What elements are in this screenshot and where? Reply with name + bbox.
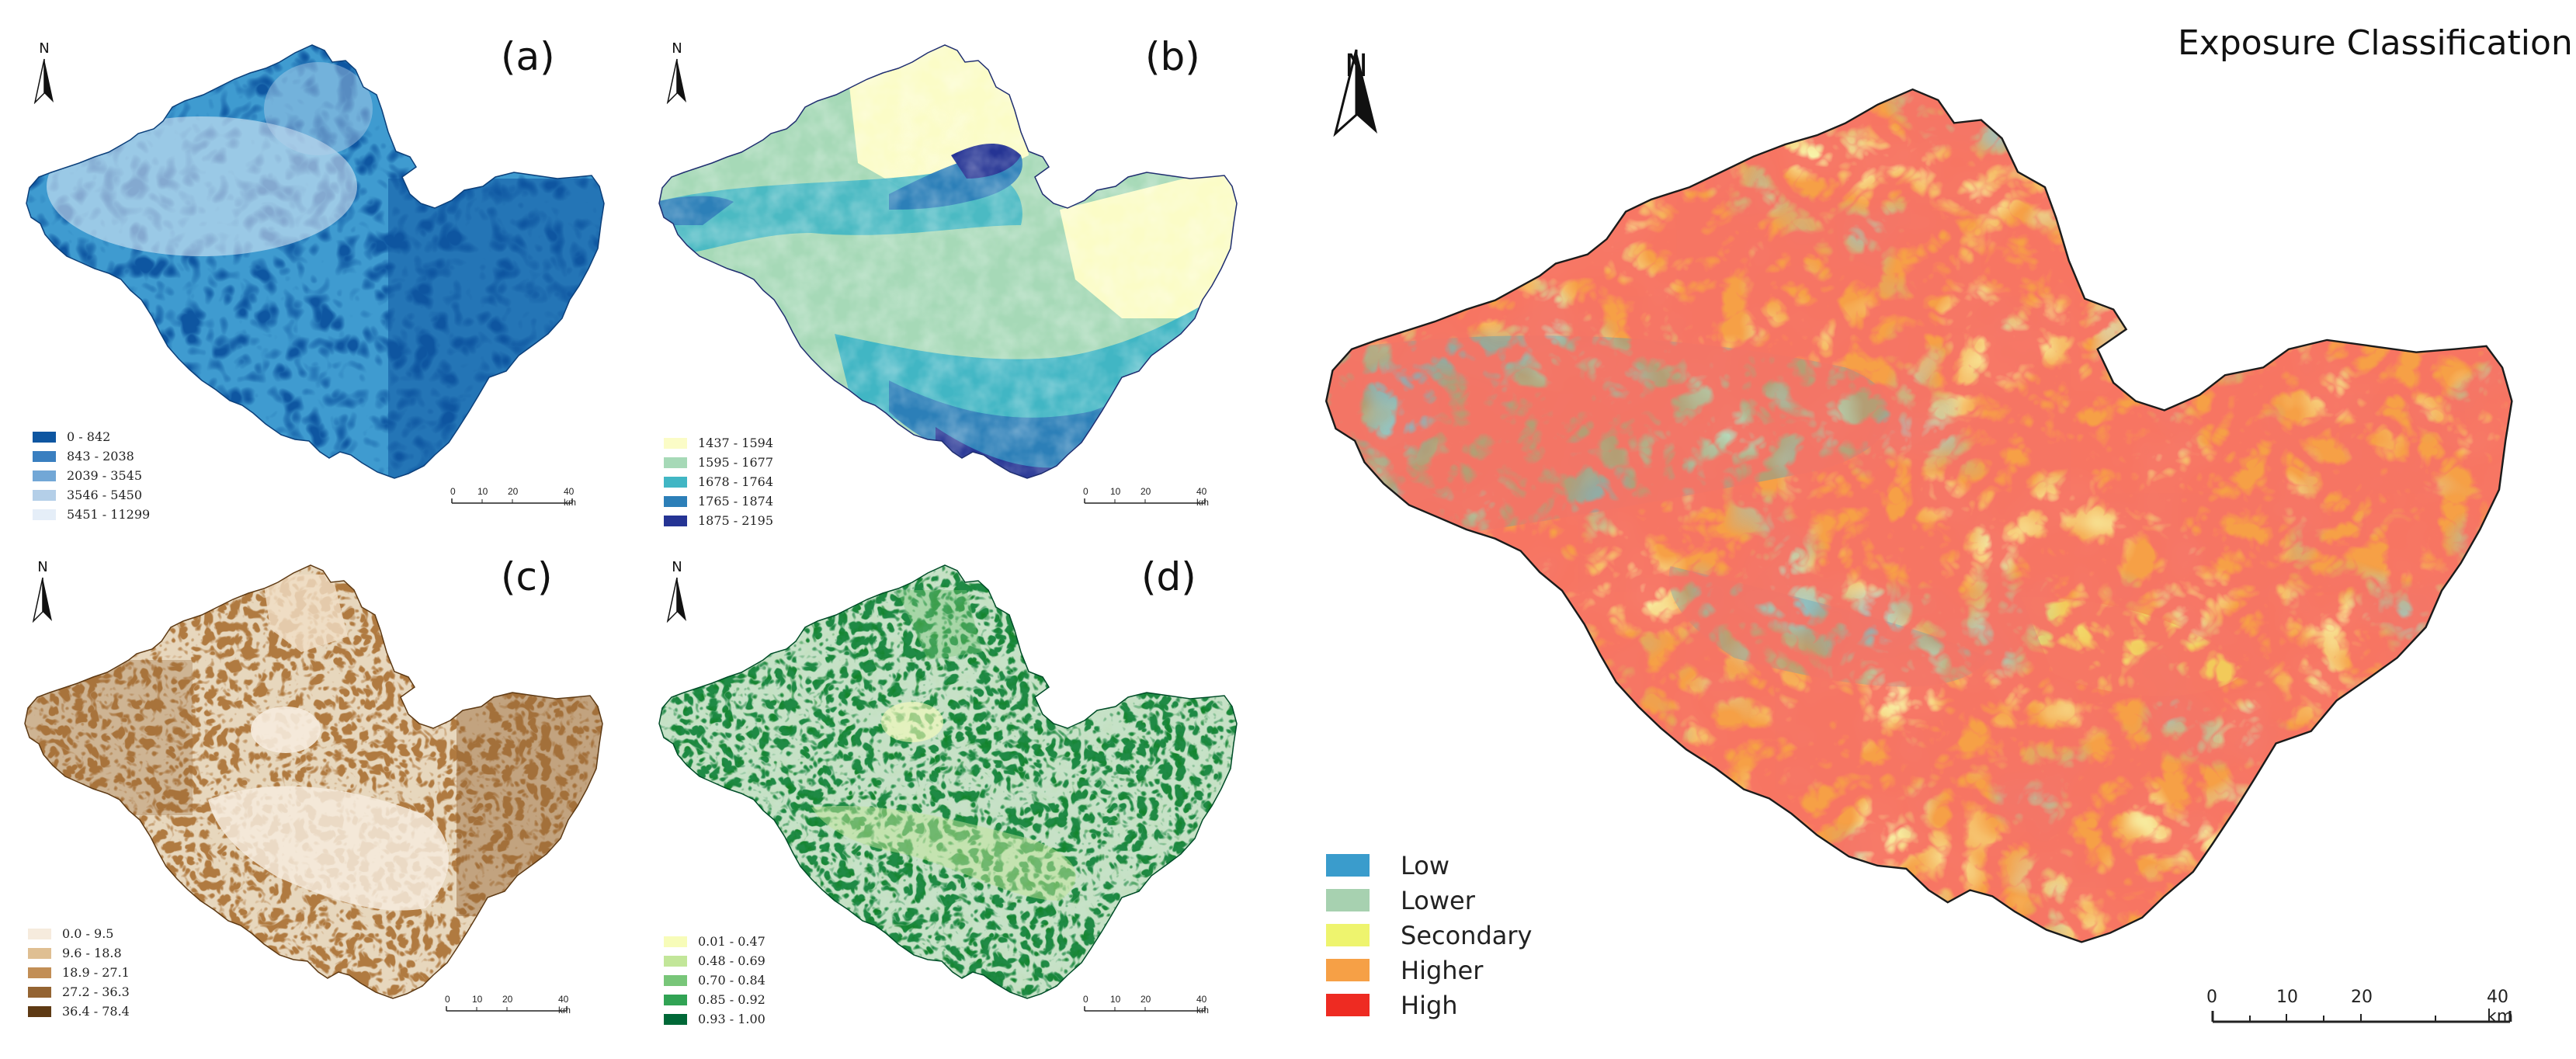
legend-item: 0.93 - 1.00 — [664, 1009, 766, 1029]
legend-item: 0.70 - 0.84 — [664, 970, 766, 990]
legend-item: 0.0 - 9.5 — [28, 924, 130, 943]
legend-swatch — [664, 476, 687, 488]
map-a-distance-to-river — [26, 44, 605, 479]
legend-swatch — [664, 437, 687, 449]
panel-label-d: (d) — [1141, 554, 1196, 599]
legend-swatch — [1326, 854, 1370, 877]
legend-d: 0.01 - 0.47 0.48 - 0.69 0.70 - 0.84 0.85… — [664, 932, 766, 1029]
legend-item: Low — [1326, 848, 1532, 883]
scale-bar-b: 0 10 20 40 km — [1083, 486, 1209, 509]
legend-item: 3546 - 5450 — [33, 485, 150, 505]
north-arrow-icon — [33, 58, 54, 104]
map-d-vegetation — [658, 564, 1238, 999]
map-c-slope — [24, 564, 603, 999]
panel-c: N (c) 0.0 - 9.5 9.6 - 18.8 18.9 - 27.1 2… — [22, 543, 612, 1033]
north-arrow-icon — [666, 58, 686, 104]
legend-a: 0 - 842 843 - 2038 2039 - 3545 3546 - 54… — [33, 427, 150, 524]
legend-swatch — [33, 431, 56, 443]
main-exposure-map — [1320, 47, 2531, 1009]
legend-swatch — [33, 470, 56, 481]
north-arrow-a: N — [33, 40, 56, 104]
map-b-precipitation — [658, 44, 1238, 479]
north-arrow-c: N — [31, 559, 54, 623]
legend-swatch — [28, 1005, 51, 1017]
legend-swatch — [28, 947, 51, 959]
scale-bar-graphic — [2211, 1011, 2512, 1023]
legend-item: Lower — [1326, 883, 1532, 918]
legend-swatch — [664, 457, 687, 468]
legend-item: 0.85 - 0.92 — [664, 990, 766, 1009]
panel-b: N (b) 1437 - 1594 1595 - 1677 1678 - 176… — [656, 23, 1246, 528]
scale-bar-d: 0 10 20 40 km — [1083, 994, 1209, 1017]
legend-item: 1678 - 1764 — [664, 472, 773, 491]
legend-swatch — [28, 928, 51, 939]
legend-item: Secondary — [1326, 918, 1532, 953]
north-arrow-b: N — [665, 40, 689, 104]
scale-bar-graphic — [1084, 1006, 1206, 1012]
legend-swatch — [664, 974, 687, 986]
legend-item: 5451 - 11299 — [33, 505, 150, 524]
panel-a: N (a) 0 - 842 843 - 2038 2039 - 3545 354… — [23, 23, 613, 522]
north-arrow-icon — [1333, 49, 1377, 137]
north-arrow-icon — [666, 577, 686, 623]
panel-label-b: (b) — [1145, 34, 1200, 79]
legend-swatch — [28, 967, 51, 978]
legend-swatch — [33, 450, 56, 462]
scale-bar-graphic — [446, 1006, 568, 1012]
legend-swatch — [664, 936, 687, 947]
legend-swatch — [664, 515, 687, 526]
legend-swatch — [1326, 889, 1370, 911]
north-arrow-main: N — [1329, 48, 1383, 180]
legend-item: 0.01 - 0.47 — [664, 932, 766, 951]
legend-swatch — [1326, 994, 1370, 1016]
legend-swatch — [33, 509, 56, 520]
legend-swatch — [28, 986, 51, 998]
scale-bar-graphic — [1084, 498, 1206, 504]
scale-bar-c: 0 10 20 40 km — [445, 994, 571, 1017]
legend-item: 843 - 2038 — [33, 446, 150, 466]
legend-item: 9.6 - 18.8 — [28, 943, 130, 963]
legend-item: 1595 - 1677 — [664, 453, 773, 472]
legend-swatch — [664, 1013, 687, 1025]
north-arrow-icon — [32, 577, 52, 623]
legend-swatch — [664, 994, 687, 1005]
map-title: Exposure Classification — [2178, 23, 2573, 63]
legend-swatch — [1326, 924, 1370, 946]
legend-item: 1437 - 1594 — [664, 433, 773, 453]
main-legend: Low Lower Secondary Higher High — [1326, 848, 1532, 1023]
legend-item: 36.4 - 78.4 — [28, 1002, 130, 1021]
legend-item: 0.48 - 0.69 — [664, 951, 766, 970]
legend-swatch — [664, 495, 687, 507]
legend-item: 1765 - 1874 — [664, 491, 773, 511]
scale-bar-graphic — [451, 498, 573, 504]
legend-c: 0.0 - 9.5 9.6 - 18.8 18.9 - 27.1 27.2 - … — [28, 924, 130, 1021]
scale-bar-a: 0 10 20 40 km — [450, 486, 576, 509]
exposure-raster — [1324, 88, 2513, 943]
legend-swatch — [1326, 959, 1370, 981]
legend-item: 1875 - 2195 — [664, 511, 773, 530]
panel-label-c: (c) — [501, 554, 553, 599]
legend-b: 1437 - 1594 1595 - 1677 1678 - 1764 1765… — [664, 433, 773, 530]
legend-item: Higher — [1326, 953, 1532, 988]
north-arrow-d: N — [665, 559, 689, 623]
legend-swatch — [33, 489, 56, 501]
legend-item: 2039 - 3545 — [33, 466, 150, 485]
panel-d: N (d) 0.01 - 0.47 0.48 - 0.69 0.70 - 0.8… — [656, 543, 1246, 1033]
legend-item: 0 - 842 — [33, 427, 150, 446]
legend-item: High — [1326, 988, 1532, 1023]
scale-bar-main: 0 10 20 40 km — [2206, 988, 2514, 1034]
legend-swatch — [664, 955, 687, 967]
panel-label-a: (a) — [501, 34, 555, 79]
legend-item: 27.2 - 36.3 — [28, 982, 130, 1002]
legend-item: 18.9 - 27.1 — [28, 963, 130, 982]
